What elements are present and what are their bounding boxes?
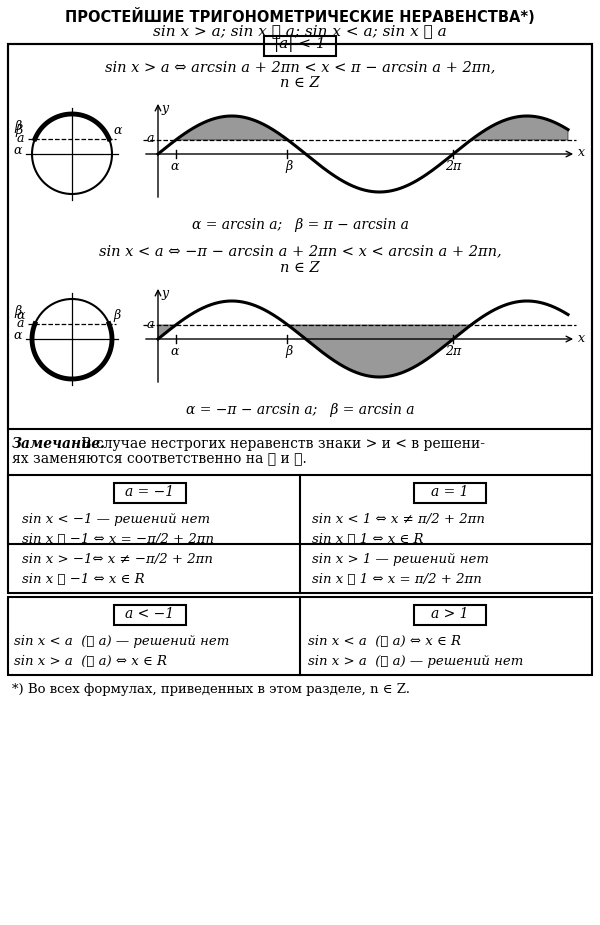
Text: В случае нестрогих неравенств знаки > и < в решени-: В случае нестрогих неравенств знаки > и … <box>77 437 485 451</box>
Text: sin x > a; sin x ⩾ a; sin x < a; sin x ⩽ a: sin x > a; sin x ⩾ a; sin x < a; sin x ⩽… <box>153 24 447 38</box>
Text: sin x < a  (⩽ a) ⇔ x ∈ R: sin x < a (⩽ a) ⇔ x ∈ R <box>308 635 461 648</box>
Bar <box>8 597 592 675</box>
Text: a = −1: a = −1 <box>125 485 175 499</box>
Text: sin x > a  (⩾ a) — решений нет: sin x > a (⩾ a) — решений нет <box>308 655 523 668</box>
Text: x: x <box>578 146 585 159</box>
Text: Замечание.: Замечание. <box>12 437 106 451</box>
Text: 2π: 2π <box>445 160 461 173</box>
Text: β: β <box>15 305 22 318</box>
Text: sin x > 1 — решений нет: sin x > 1 — решений нет <box>312 553 489 566</box>
Text: a: a <box>17 132 24 145</box>
Text: sin x < a ⇔ −π − arcsin a + 2πn < x < arcsin a + 2πn,: sin x < a ⇔ −π − arcsin a + 2πn < x < ar… <box>98 244 502 258</box>
Bar <box>414 483 486 503</box>
Text: β: β <box>286 345 293 358</box>
Text: n ∈ Z: n ∈ Z <box>280 76 320 90</box>
Text: |a| < 1: |a| < 1 <box>274 37 326 52</box>
Text: sin x ⩽ −1 ⇔ x = −π/2 + 2πn: sin x ⩽ −1 ⇔ x = −π/2 + 2πn <box>22 533 214 546</box>
Text: sin x > a ⇔ arcsin a + 2πn < x < π − arcsin a + 2πn,: sin x > a ⇔ arcsin a + 2πn < x < π − arc… <box>105 60 495 74</box>
Bar <box>8 44 592 544</box>
Text: ПРОСТЕЙШИЕ ТРИГОНОМЕТРИЧЕСКИЕ НЕРАВЕНСТВА*): ПРОСТЕЙШИЕ ТРИГОНОМЕТРИЧЕСКИЕ НЕРАВЕНСТВ… <box>65 8 535 25</box>
Bar <box>8 44 592 429</box>
Text: α: α <box>170 345 179 358</box>
Bar <box>114 483 186 503</box>
Text: ях заменяются соответственно на ⩾ и ⩽.: ях заменяются соответственно на ⩾ и ⩽. <box>12 452 307 466</box>
Text: y: y <box>161 102 168 115</box>
Text: β: β <box>286 160 293 173</box>
Text: a = 1: a = 1 <box>431 485 469 499</box>
Bar <box>414 605 486 625</box>
Text: α = −π − arcsin a;   β = arcsin a: α = −π − arcsin a; β = arcsin a <box>186 403 414 417</box>
Text: a < −1: a < −1 <box>125 607 175 621</box>
Text: α: α <box>17 309 25 322</box>
Text: sin x ⩽ 1 ⇔ x ∈ R: sin x ⩽ 1 ⇔ x ∈ R <box>312 533 424 546</box>
Text: α = arcsin a;   β = π − arcsin a: α = arcsin a; β = π − arcsin a <box>191 218 409 232</box>
Text: a: a <box>146 317 154 330</box>
Text: α: α <box>170 160 179 173</box>
Text: sin x < 1 ⇔ x ≠ π/2 + 2πn: sin x < 1 ⇔ x ≠ π/2 + 2πn <box>312 513 485 526</box>
Bar <box>264 36 336 56</box>
Text: n ∈ Z: n ∈ Z <box>280 261 320 275</box>
Text: sin x > a  (⩾ a) ⇔ x ∈ R: sin x > a (⩾ a) ⇔ x ∈ R <box>14 655 167 668</box>
Text: a: a <box>17 317 24 330</box>
Text: sin x > −1⇔ x ≠ −π/2 + 2πn: sin x > −1⇔ x ≠ −π/2 + 2πn <box>22 553 213 566</box>
Bar <box>8 475 592 593</box>
Text: sin x < a  (⩽ a) — решений нет: sin x < a (⩽ a) — решений нет <box>14 635 229 648</box>
Text: α: α <box>14 329 22 342</box>
Text: sin x ⩾ −1 ⇔ x ∈ R: sin x ⩾ −1 ⇔ x ∈ R <box>22 573 145 586</box>
Text: x: x <box>578 331 585 344</box>
Text: α: α <box>113 124 121 137</box>
Text: α: α <box>14 144 22 157</box>
Text: y: y <box>161 287 168 300</box>
Text: sin x < −1 — решений нет: sin x < −1 — решений нет <box>22 513 210 526</box>
Text: 2π: 2π <box>445 345 461 358</box>
Text: *) Во всех формулах, приведенных в этом разделе, n ∈ Z.: *) Во всех формулах, приведенных в этом … <box>12 683 410 696</box>
Text: a > 1: a > 1 <box>431 607 469 621</box>
Text: β: β <box>15 120 22 133</box>
Text: a: a <box>146 132 154 145</box>
Text: β: β <box>113 309 120 322</box>
Bar <box>114 605 186 625</box>
Text: sin x ⩾ 1 ⇔ x = π/2 + 2πn: sin x ⩾ 1 ⇔ x = π/2 + 2πn <box>312 573 482 586</box>
Text: β: β <box>16 124 23 137</box>
